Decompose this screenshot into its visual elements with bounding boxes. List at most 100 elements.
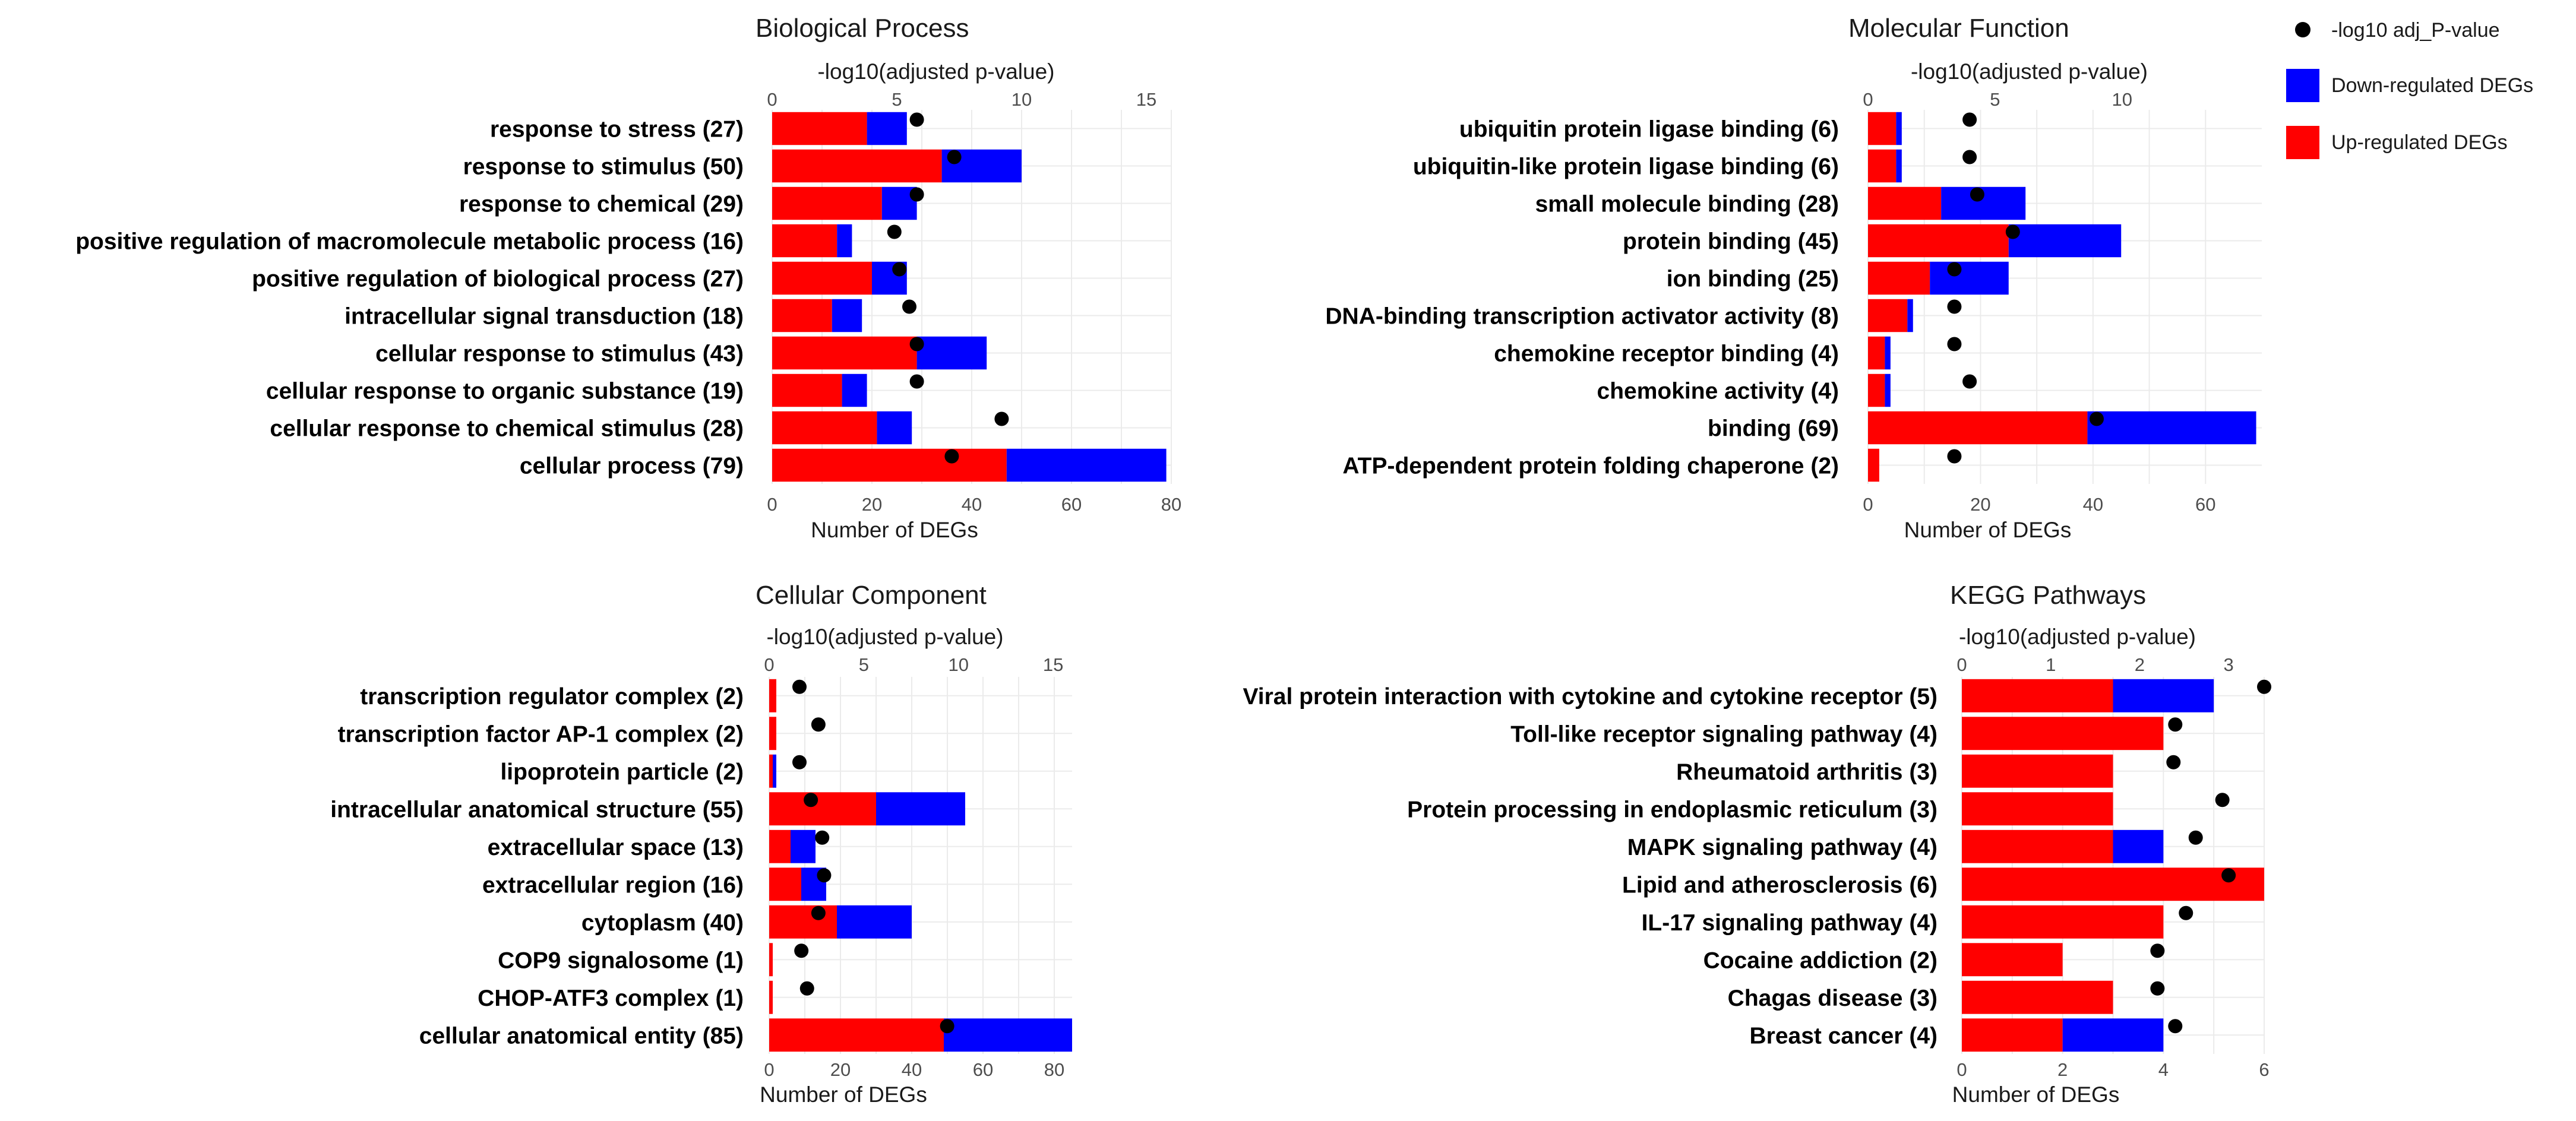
pvalue-point (2005, 224, 2020, 239)
category-label: extracellular region (16) (482, 872, 744, 898)
pvalue-point (792, 679, 807, 694)
category-label: CHOP-ATF3 complex (1) (478, 986, 744, 1011)
bar-up (1868, 186, 1942, 220)
category-label: Toll-like receptor signaling pathway (4) (1510, 721, 1937, 747)
x-axis-title: Number of DEGs (760, 1082, 927, 1107)
category-label: transcription factor AP-1 complex (2) (338, 721, 744, 747)
category-label: DNA-binding transcription activator acti… (1325, 304, 1839, 330)
category-label: Chagas disease (3) (1728, 986, 1937, 1011)
category-label: protein binding (45) (1623, 229, 1839, 255)
bar-up (1868, 336, 1885, 370)
pvalue-point (909, 187, 924, 202)
category-label: Lipid and atherosclerosis (6) (1622, 872, 1937, 898)
x-tick-label: 6 (2259, 1059, 2269, 1080)
bar-up (1962, 754, 2113, 788)
pvalue-point (2168, 717, 2183, 732)
pvalue-point (2179, 905, 2193, 920)
x-tick-label: 80 (1161, 494, 1181, 515)
panel-title: KEGG Pathways (1950, 581, 2146, 610)
bar-up (769, 754, 773, 788)
x-tick-label: 60 (2195, 494, 2215, 515)
x-tick-label: 80 (1044, 1059, 1064, 1080)
top-tick-label: 10 (949, 654, 969, 675)
legend-up-label: Up-regulated DEGs (2331, 131, 2508, 154)
bar-up (772, 336, 917, 370)
bar-up (1962, 905, 2164, 939)
category-label: cytoplasm (40) (581, 910, 744, 936)
category-label: COP9 signalosome (1) (498, 948, 744, 973)
bar-up (772, 224, 837, 258)
category-label: response to stress (27) (490, 117, 744, 142)
category-label: cellular process (79) (520, 454, 744, 479)
bar-up (772, 448, 1007, 482)
top-tick-label: 15 (1043, 654, 1063, 675)
x-tick-label: 40 (2083, 494, 2103, 515)
x-tick-label: 0 (1957, 1059, 1967, 1080)
category-label: transcription regulator complex (2) (360, 684, 744, 710)
chart-panel-1: Biological Process -log10(adjusted p-valu… (75, 14, 1181, 542)
top-tick-label: 5 (1990, 89, 2000, 110)
bar-down (2087, 411, 2256, 445)
bar-up (769, 717, 776, 750)
x-axis-title: Number of DEGs (1904, 518, 2072, 542)
category-label: intracellular anatomical structure (55) (330, 797, 744, 822)
pvalue-point (947, 150, 962, 164)
pvalue-point (1947, 262, 1962, 277)
category-label: ATP-dependent protein folding chaperone … (1342, 454, 1839, 479)
legend-point-swatch (2295, 22, 2311, 37)
bar-down (837, 224, 852, 258)
x-tick-label: 2 (2057, 1059, 2068, 1080)
pvalue-point (1962, 112, 1977, 127)
panel-title: Molecular Function (1848, 14, 2069, 43)
bar-up (769, 867, 801, 901)
pvalue-point (2257, 679, 2271, 694)
top-tick-label: 0 (1957, 654, 1967, 675)
pvalue-point (1962, 150, 1977, 164)
category-label: response to stimulus (50) (463, 154, 744, 180)
pvalue-point (902, 299, 916, 314)
bar-down (876, 792, 965, 826)
pvalue-point (887, 224, 902, 239)
bar-up (1868, 224, 2009, 258)
pvalue-point (2089, 411, 2104, 426)
bar-up (1868, 112, 1897, 145)
bar-down (2062, 1018, 2164, 1052)
pvalue-point (940, 1019, 954, 1034)
bar-down (1885, 373, 1891, 407)
bar-down (791, 829, 816, 863)
pvalue-point (1947, 337, 1962, 352)
category-label: Protein processing in endoplasmic reticu… (1407, 797, 1937, 822)
pvalue-point (794, 943, 809, 958)
bar-down (1006, 448, 1167, 482)
bar-up (1962, 867, 2264, 901)
category-label: response to chemical (29) (459, 192, 744, 217)
bar-down (916, 336, 987, 370)
bar-up (772, 261, 872, 295)
category-label: intracellular signal transduction (18) (344, 304, 744, 330)
chart-panel-2: Molecular Function -log10(adjusted p-valu… (1325, 14, 2262, 542)
category-label: Viral protein interaction with cytokine … (1243, 684, 1937, 710)
pvalue-point (944, 449, 959, 464)
bar-up (1962, 943, 2063, 977)
bar-up (1868, 261, 1930, 295)
category-label: extracellular space (13) (488, 835, 744, 860)
pvalue-point (799, 981, 814, 996)
category-label: Rheumatoid arthritis (3) (1676, 759, 1937, 785)
top-tick-label: 0 (764, 654, 774, 675)
bar-up (772, 411, 877, 445)
category-label: lipoprotein particle (2) (500, 759, 744, 785)
top-tick-label: 10 (1012, 89, 1032, 110)
bar-up (769, 679, 776, 712)
top-tick-label: 5 (892, 89, 902, 110)
bar-up (1868, 373, 1885, 407)
legend: -log10 adj_P-value Down-regulated DEGs U… (2286, 19, 2533, 159)
bar-down (1907, 299, 1913, 332)
bar-up (1868, 448, 1879, 482)
category-label: cellular response to stimulus (43) (375, 341, 744, 367)
x-tick-label: 20 (830, 1059, 851, 1080)
category-label: Breast cancer (4) (1750, 1023, 1938, 1049)
legend-point-label: -log10 adj_P-value (2331, 19, 2500, 42)
x-tick-label: 20 (862, 494, 882, 515)
legend-up-swatch (2286, 126, 2319, 159)
pvalue-point (994, 411, 1009, 426)
